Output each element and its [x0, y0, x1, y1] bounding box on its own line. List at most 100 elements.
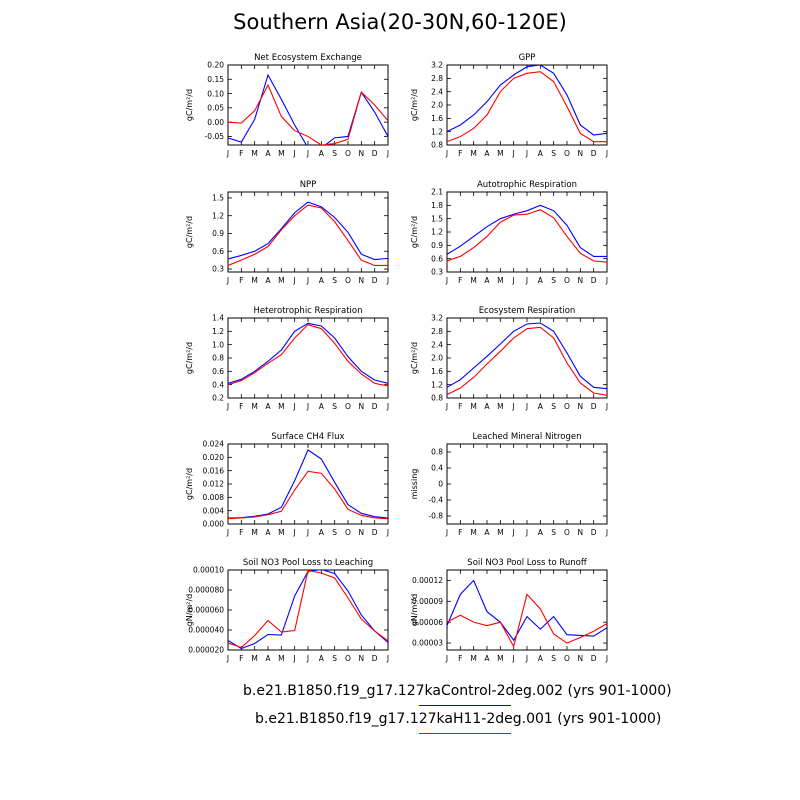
- legend-line-control: [419, 705, 511, 706]
- y-tick-label: 0.000020: [188, 646, 224, 655]
- y-axis-label-soil-no3-pool-loss-to-runoff: gN/m²/d: [410, 594, 419, 627]
- x-tick-label: A: [538, 149, 544, 158]
- series-line-gpp-h11: [447, 71, 607, 143]
- x-tick-label: J: [293, 528, 296, 537]
- plot-frame-ecosystem-respiration: [446, 317, 608, 399]
- x-tick-label: M: [251, 149, 257, 158]
- x-tick-label: D: [591, 654, 597, 663]
- x-tick-label: N: [578, 528, 584, 537]
- series-line-surface-ch4-flux-h11: [228, 470, 388, 520]
- y-tick-label: 0.6: [431, 254, 443, 263]
- y-tick-label: 0.8: [431, 141, 443, 150]
- x-tick-label: J: [512, 654, 515, 663]
- y-tick-label: 1.6: [431, 367, 443, 376]
- y-tick-label: 0.000060: [188, 606, 224, 615]
- y-axis-label-net-ecosystem-exchange: gC/m²/d: [185, 89, 194, 121]
- y-tick-label: -0.05: [205, 132, 225, 141]
- x-tick-label: J: [512, 528, 515, 537]
- x-tick-label: N: [578, 149, 584, 158]
- y-tick-label: 0.00009: [412, 597, 443, 606]
- panel-title-soil-no3-pool-loss-to-leaching: Soil NO3 Pool Loss to Leaching: [243, 558, 373, 568]
- x-tick-label: J: [386, 149, 389, 158]
- x-tick-label: D: [591, 276, 597, 285]
- panel-title-net-ecosystem-exchange: Net Ecosystem Exchange: [254, 53, 362, 63]
- y-tick-label: 1.5: [431, 214, 443, 223]
- y-tick-label: 0.016: [203, 466, 225, 475]
- y-tick-label: 0.9: [212, 229, 224, 238]
- x-tick-label: J: [605, 149, 608, 158]
- x-tick-label: M: [497, 528, 503, 537]
- y-axis-label-soil-no3-pool-loss-to-leaching: gN/m²/d: [185, 594, 194, 627]
- x-tick-label: J: [525, 528, 528, 537]
- x-tick-label: N: [359, 654, 365, 663]
- x-tick-label: M: [278, 149, 284, 158]
- y-tick-label: 0.6: [212, 367, 224, 376]
- y-tick-label: 1.6: [431, 114, 443, 123]
- panel-title-soil-no3-pool-loss-to-runoff: Soil NO3 Pool Loss to Runoff: [467, 558, 588, 568]
- y-tick-label: 0.3: [431, 268, 443, 277]
- x-tick-label: J: [306, 654, 309, 663]
- x-tick-label: J: [445, 149, 448, 158]
- x-tick-label: F: [239, 149, 243, 158]
- x-tick-label: O: [564, 402, 570, 411]
- x-tick-label: A: [538, 528, 544, 537]
- x-tick-label: M: [251, 402, 257, 411]
- series-line-autotrophic-respiration-h11: [447, 209, 607, 263]
- y-tick-label: 2.8: [431, 327, 443, 336]
- y-tick-label: 0.000080: [188, 586, 224, 595]
- y-tick-label: 0.000040: [188, 626, 224, 635]
- x-tick-label: J: [525, 149, 528, 158]
- legend-label-h11: b.e21.B1850.f19_g17.127kaH11-2deg.001 (y…: [255, 711, 662, 727]
- panel-title-gpp: GPP: [519, 53, 536, 63]
- x-tick-label: M: [251, 276, 257, 285]
- x-tick-label: N: [359, 402, 365, 411]
- x-tick-label: J: [306, 149, 309, 158]
- panel-title-heterotrophic-respiration: Heterotrophic Respiration: [254, 306, 363, 316]
- x-tick-label: J: [605, 276, 608, 285]
- y-tick-label: 1.2: [212, 211, 224, 220]
- x-tick-label: J: [512, 276, 515, 285]
- series-line-ecosystem-respiration-h11: [447, 326, 607, 396]
- x-tick-label: J: [512, 149, 515, 158]
- x-tick-label: J: [226, 276, 229, 285]
- x-tick-label: J: [445, 276, 448, 285]
- y-tick-label: 0.20: [207, 61, 224, 70]
- legend-label-control: b.e21.B1850.f19_g17.127kaControl-2deg.00…: [243, 683, 672, 699]
- x-tick-label: S: [332, 402, 337, 411]
- y-tick-label: 1.2: [431, 127, 443, 136]
- y-tick-label: 2.4: [431, 340, 443, 349]
- x-tick-label: N: [359, 276, 365, 285]
- series-line-gpp-control: [447, 65, 607, 136]
- y-tick-label: 0.020: [203, 453, 225, 462]
- x-tick-label: N: [359, 528, 365, 537]
- series-line-soil-no3-pool-loss-to-leaching-control: [228, 570, 388, 650]
- legend-entry-h11: b.e21.B1850.f19_g17.127kaH11-2deg.001 (y…: [255, 711, 661, 727]
- plot-frame-autotrophic-respiration: [446, 191, 608, 273]
- series-line-net-ecosystem-exchange-h11: [228, 83, 388, 145]
- x-tick-label: M: [497, 276, 503, 285]
- series-line-soil-no3-pool-loss-to-runoff-control: [447, 579, 607, 642]
- y-tick-label: 0: [438, 480, 443, 489]
- x-tick-label: S: [551, 149, 556, 158]
- y-axis-label-surface-ch4-flux: gC/m²/d: [185, 468, 194, 500]
- y-tick-label: 0.024: [203, 440, 225, 449]
- x-tick-label: N: [578, 276, 584, 285]
- x-tick-label: M: [251, 654, 257, 663]
- x-tick-label: J: [226, 149, 229, 158]
- panel-title-leached-mineral-nitrogen: Leached Mineral Nitrogen: [472, 432, 581, 442]
- x-tick-label: J: [386, 402, 389, 411]
- x-tick-label: A: [484, 402, 490, 411]
- series-line-heterotrophic-respiration-control: [228, 322, 388, 384]
- y-tick-label: 0.2: [212, 394, 224, 403]
- x-tick-label: J: [605, 528, 608, 537]
- y-tick-label: 3.2: [431, 314, 443, 323]
- x-tick-label: M: [497, 654, 503, 663]
- panel-title-surface-ch4-flux: Surface CH4 Flux: [271, 432, 344, 442]
- x-tick-label: F: [239, 528, 243, 537]
- x-tick-label: F: [239, 402, 243, 411]
- y-tick-label: 1.5: [212, 194, 224, 203]
- x-tick-label: J: [293, 276, 296, 285]
